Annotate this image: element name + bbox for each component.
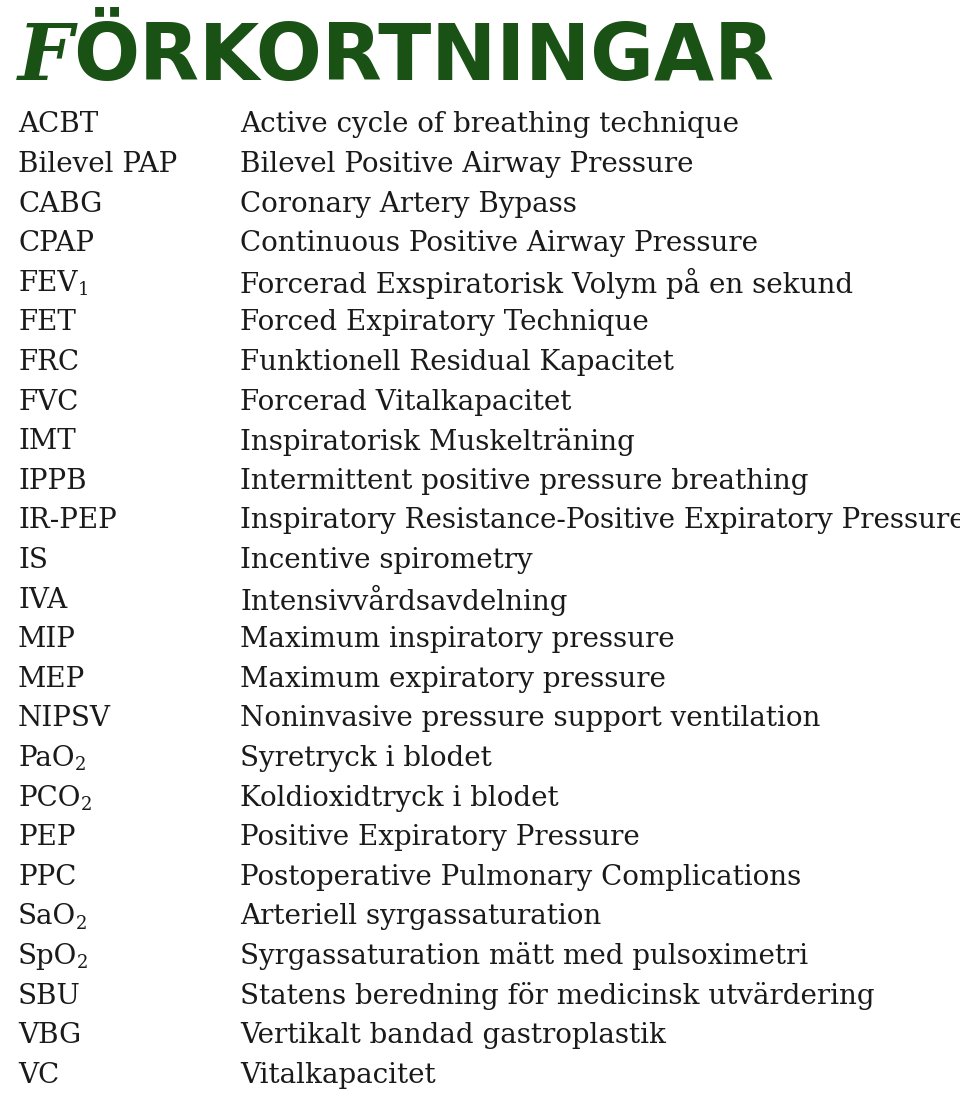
Text: Forcerad Exspiratorisk Volym på en sekund: Forcerad Exspiratorisk Volym på en sekun… bbox=[240, 268, 853, 299]
Text: F: F bbox=[18, 20, 73, 96]
Text: IS: IS bbox=[18, 547, 48, 574]
Text: IR-PEP: IR-PEP bbox=[18, 507, 117, 534]
Text: IVA: IVA bbox=[18, 586, 67, 614]
Text: Intensivvårdsavdelning: Intensivvårdsavdelning bbox=[240, 584, 567, 616]
Text: 2: 2 bbox=[77, 954, 88, 973]
Text: PaO: PaO bbox=[18, 745, 75, 772]
Text: Syretryck i blodet: Syretryck i blodet bbox=[240, 745, 492, 772]
Text: Funktionell Residual Kapacitet: Funktionell Residual Kapacitet bbox=[240, 349, 674, 376]
Text: 2: 2 bbox=[76, 915, 87, 933]
Text: Inspiratorisk Muskelträning: Inspiratorisk Muskelträning bbox=[240, 428, 635, 455]
Text: SpO: SpO bbox=[18, 943, 77, 970]
Text: Arteriell syrgassaturation: Arteriell syrgassaturation bbox=[240, 903, 601, 931]
Text: CABG: CABG bbox=[18, 191, 103, 217]
Text: Active cycle of breathing technique: Active cycle of breathing technique bbox=[240, 111, 739, 138]
Text: Vitalkapacitet: Vitalkapacitet bbox=[240, 1061, 436, 1089]
Text: Bilevel PAP: Bilevel PAP bbox=[18, 151, 178, 178]
Text: VBG: VBG bbox=[18, 1022, 82, 1049]
Text: PEP: PEP bbox=[18, 824, 76, 851]
Text: Koldioxidtryck i blodet: Koldioxidtryck i blodet bbox=[240, 784, 559, 811]
Text: SBU: SBU bbox=[18, 983, 81, 1009]
Text: Syrgassaturation mätt med pulsoximetri: Syrgassaturation mätt med pulsoximetri bbox=[240, 943, 808, 971]
Text: IPPB: IPPB bbox=[18, 468, 86, 494]
Text: Noninvasive pressure support ventilation: Noninvasive pressure support ventilation bbox=[240, 706, 821, 732]
Text: PPC: PPC bbox=[18, 864, 77, 891]
Text: IMT: IMT bbox=[18, 428, 76, 455]
Text: SaO: SaO bbox=[18, 903, 76, 931]
Text: Inspiratory Resistance-Positive Expiratory Pressure: Inspiratory Resistance-Positive Expirato… bbox=[240, 507, 960, 534]
Text: Vertikalt bandad gastroplastik: Vertikalt bandad gastroplastik bbox=[240, 1022, 666, 1049]
Text: Continuous Positive Airway Pressure: Continuous Positive Airway Pressure bbox=[240, 230, 758, 257]
Text: Postoperative Pulmonary Complications: Postoperative Pulmonary Complications bbox=[240, 864, 802, 891]
Text: FVC: FVC bbox=[18, 389, 79, 416]
Text: Intermittent positive pressure breathing: Intermittent positive pressure breathing bbox=[240, 468, 808, 494]
Text: FET: FET bbox=[18, 309, 76, 337]
Text: Maximum inspiratory pressure: Maximum inspiratory pressure bbox=[240, 626, 675, 653]
Text: FEV: FEV bbox=[18, 269, 78, 297]
Text: Statens beredning för medicinsk utvärdering: Statens beredning för medicinsk utvärder… bbox=[240, 982, 875, 1010]
Text: ACBT: ACBT bbox=[18, 111, 98, 138]
Text: Forced Expiratory Technique: Forced Expiratory Technique bbox=[240, 309, 649, 337]
Text: NIPSV: NIPSV bbox=[18, 706, 111, 732]
Text: Forcerad Vitalkapacitet: Forcerad Vitalkapacitet bbox=[240, 389, 571, 416]
Text: 2: 2 bbox=[81, 796, 92, 814]
Text: Coronary Artery Bypass: Coronary Artery Bypass bbox=[240, 191, 577, 217]
Text: Incentive spirometry: Incentive spirometry bbox=[240, 547, 533, 574]
Text: 2: 2 bbox=[75, 757, 85, 774]
Text: PCO: PCO bbox=[18, 784, 81, 811]
Text: Positive Expiratory Pressure: Positive Expiratory Pressure bbox=[240, 824, 639, 851]
Text: MIP: MIP bbox=[18, 626, 76, 653]
Text: FRC: FRC bbox=[18, 349, 79, 376]
Text: ÖRKORTNINGAR: ÖRKORTNINGAR bbox=[73, 20, 775, 96]
Text: CPAP: CPAP bbox=[18, 230, 94, 257]
Text: 1: 1 bbox=[78, 281, 89, 299]
Text: VC: VC bbox=[18, 1061, 60, 1089]
Text: MEP: MEP bbox=[18, 666, 85, 692]
Text: Bilevel Positive Airway Pressure: Bilevel Positive Airway Pressure bbox=[240, 151, 693, 178]
Text: Maximum expiratory pressure: Maximum expiratory pressure bbox=[240, 666, 666, 692]
